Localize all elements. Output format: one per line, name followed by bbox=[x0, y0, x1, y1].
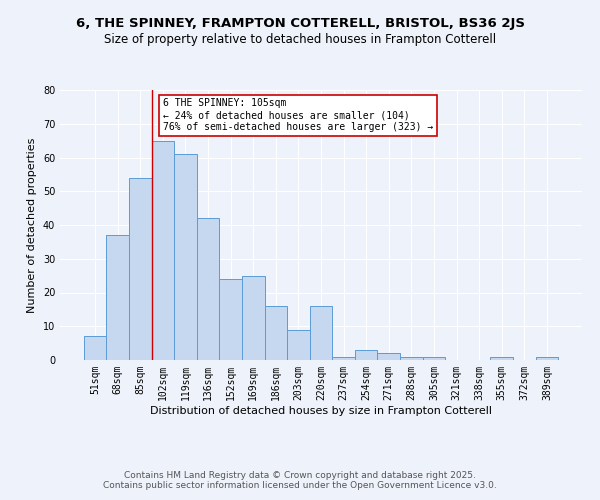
Text: 6, THE SPINNEY, FRAMPTON COTTERELL, BRISTOL, BS36 2JS: 6, THE SPINNEY, FRAMPTON COTTERELL, BRIS… bbox=[76, 18, 524, 30]
Text: 6 THE SPINNEY: 105sqm
← 24% of detached houses are smaller (104)
76% of semi-det: 6 THE SPINNEY: 105sqm ← 24% of detached … bbox=[163, 98, 433, 132]
Y-axis label: Number of detached properties: Number of detached properties bbox=[27, 138, 37, 312]
Bar bbox=[310, 306, 332, 360]
Bar bbox=[536, 356, 558, 360]
Bar bbox=[265, 306, 287, 360]
Bar bbox=[332, 356, 355, 360]
Bar bbox=[287, 330, 310, 360]
Bar bbox=[355, 350, 377, 360]
Text: Contains HM Land Registry data © Crown copyright and database right 2025.
Contai: Contains HM Land Registry data © Crown c… bbox=[103, 470, 497, 490]
Bar bbox=[152, 140, 174, 360]
Text: Size of property relative to detached houses in Frampton Cotterell: Size of property relative to detached ho… bbox=[104, 32, 496, 46]
Bar bbox=[377, 353, 400, 360]
Bar bbox=[220, 279, 242, 360]
Bar bbox=[422, 356, 445, 360]
Bar bbox=[400, 356, 422, 360]
Bar bbox=[174, 154, 197, 360]
Bar bbox=[106, 235, 129, 360]
Bar bbox=[242, 276, 265, 360]
Bar bbox=[197, 218, 220, 360]
X-axis label: Distribution of detached houses by size in Frampton Cotterell: Distribution of detached houses by size … bbox=[150, 406, 492, 415]
Bar bbox=[129, 178, 152, 360]
Bar bbox=[84, 336, 106, 360]
Bar bbox=[490, 356, 513, 360]
